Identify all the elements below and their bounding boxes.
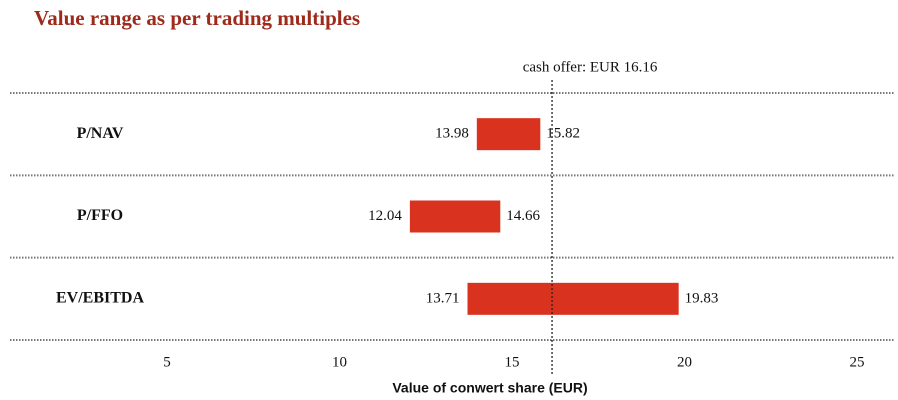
value-label: 12.04 [368,208,402,224]
category-label: EV/EBITDA [56,290,144,307]
x-axis-label: Value of conwert share (EUR) [392,380,587,396]
x-tick-label: 20 [677,354,692,370]
value-label: 14.66 [506,208,540,224]
range-bar [467,282,679,315]
value-label: 13.71 [426,290,460,306]
category-label: P/FFO [77,207,123,224]
value-label: 19.83 [685,290,719,306]
reference-label: cash offer: EUR 16.16 [523,59,658,75]
category-label: P/NAV [77,125,124,142]
x-tick-label: 10 [332,354,347,370]
x-tick-label: 25 [850,354,865,370]
range-bar [409,200,501,233]
x-tick-label: 5 [163,354,171,370]
chart-title: Value range as per trading multiples [34,6,360,30]
value-label: 15.82 [546,126,580,142]
x-tick-label: 15 [505,354,520,370]
value-label: 13.98 [435,126,469,142]
range-bar [476,118,541,151]
